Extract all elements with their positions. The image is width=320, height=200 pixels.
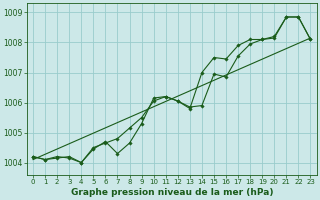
X-axis label: Graphe pression niveau de la mer (hPa): Graphe pression niveau de la mer (hPa) [70,188,273,197]
